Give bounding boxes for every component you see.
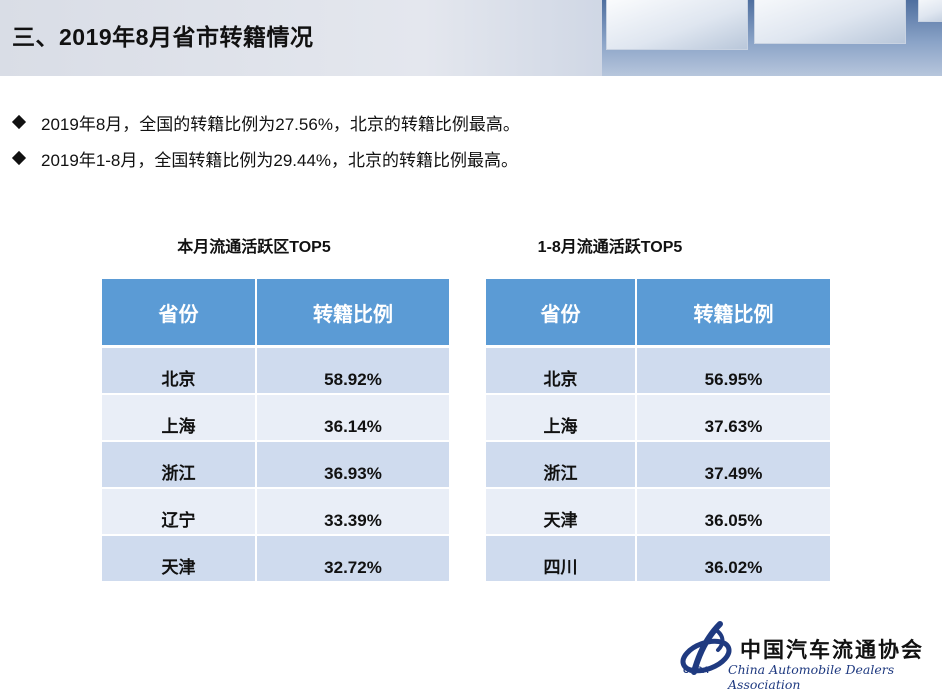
table-title-ytd: 1-8月流通活跃TOP5	[537, 239, 683, 256]
decorative-cube	[754, 0, 906, 44]
page-title: 三、2019年8月省市转籍情况	[12, 24, 314, 50]
cell-province: 北京	[486, 346, 637, 395]
column-header-province: 省份	[486, 279, 637, 348]
bullet-text: 2019年8月，全国的转籍比例为27.56%，北京的转籍比例最高。	[41, 114, 520, 134]
cell-ratio: 36.02%	[636, 535, 830, 583]
table-title-monthly: 本月流通活跃区TOP5	[177, 239, 331, 256]
cell-province: 上海	[102, 394, 257, 442]
bullet-list: 2019年8月，全国的转籍比例为27.56%，北京的转籍比例最高。 2019年1…	[11, 104, 520, 176]
table-monthly-top5: 省份 转籍比例 北京 58.92% 上海 36.14% 浙江 36.93% 辽宁…	[102, 279, 449, 583]
table-header-row: 省份 转籍比例	[102, 279, 449, 348]
header-decoration	[602, 0, 942, 76]
cell-ratio: 36.14%	[256, 394, 449, 442]
logo-name-cn: 中国汽车流通协会	[740, 637, 924, 662]
table-row: 四川 36.02%	[486, 535, 830, 583]
decorative-cube	[606, 0, 748, 50]
table-header-row: 省份 转籍比例	[486, 279, 830, 348]
column-header-transfer-ratio: 转籍比例	[636, 279, 830, 348]
decorative-cube	[918, 0, 942, 22]
diamond-bullet-icon	[11, 150, 27, 166]
cell-province: 天津	[486, 488, 637, 536]
bullet-text: 2019年1-8月，全国转籍比例为29.44%，北京的转籍比例最高。	[41, 150, 519, 170]
cell-province: 天津	[102, 535, 257, 583]
diamond-bullet-icon	[11, 114, 27, 130]
cell-ratio: 32.72%	[256, 535, 449, 583]
table-row: 浙江 37.49%	[486, 441, 830, 489]
bullet-item: 2019年8月，全国的转籍比例为27.56%，北京的转籍比例最高。	[11, 104, 520, 140]
cell-ratio: 37.49%	[636, 441, 830, 489]
table-row: 北京 58.92%	[102, 346, 449, 395]
table-row: 北京 56.95%	[486, 346, 830, 395]
cell-ratio: 36.05%	[636, 488, 830, 536]
logo-name-en: China Automobile Dealers Association	[728, 662, 895, 692]
cell-province: 北京	[102, 346, 257, 395]
column-header-province: 省份	[102, 279, 257, 348]
cell-ratio: 58.92%	[256, 346, 449, 395]
logo-abbr: CADA	[683, 665, 709, 675]
cell-ratio: 37.63%	[636, 394, 830, 442]
table-row: 天津 36.05%	[486, 488, 830, 536]
header-banner: 三、2019年8月省市转籍情况	[0, 0, 942, 76]
table-row: 辽宁 33.39%	[102, 488, 449, 536]
cell-province: 浙江	[102, 441, 257, 489]
cell-ratio: 36.93%	[256, 441, 449, 489]
cell-province: 上海	[486, 394, 637, 442]
table-row: 上海 37.63%	[486, 394, 830, 442]
table-row: 上海 36.14%	[102, 394, 449, 442]
table-ytd-top5: 省份 转籍比例 北京 56.95% 上海 37.63% 浙江 37.49% 天津…	[486, 279, 830, 583]
bullet-item: 2019年1-8月，全国转籍比例为29.44%，北京的转籍比例最高。	[11, 140, 520, 176]
cell-province: 浙江	[486, 441, 637, 489]
cell-province: 四川	[486, 535, 637, 583]
cell-ratio: 56.95%	[636, 346, 830, 395]
cada-logo-icon	[680, 621, 732, 675]
table-row: 浙江 36.93%	[102, 441, 449, 489]
table-row: 天津 32.72%	[102, 535, 449, 583]
cell-ratio: 33.39%	[256, 488, 449, 536]
column-header-transfer-ratio: 转籍比例	[256, 279, 449, 348]
cell-province: 辽宁	[102, 488, 257, 536]
